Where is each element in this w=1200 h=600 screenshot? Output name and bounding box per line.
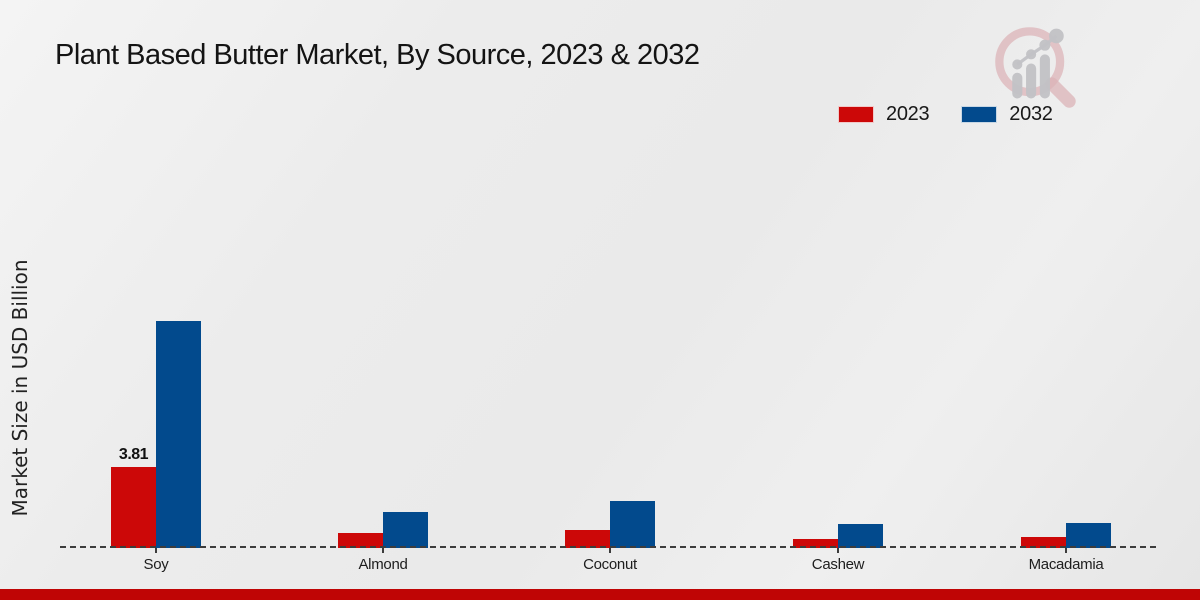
- bar-2023-soy: [111, 467, 156, 548]
- x-axis-label-coconut: Coconut: [583, 556, 637, 573]
- bar-value-label-2023-soy: 3.81: [118, 446, 149, 463]
- bar-2032-almond: [383, 512, 428, 548]
- legend-label-2023: 2023: [886, 103, 930, 125]
- legend-item-2023: 2023: [838, 103, 930, 126]
- bar-2023-almond: [338, 533, 383, 548]
- x-axis-label-soy: Soy: [143, 556, 169, 573]
- zero-baseline-dashed: [60, 546, 1158, 548]
- legend-swatch-2032: [961, 106, 998, 123]
- chart-title: Plant Based Butter Market, By Source, 20…: [55, 39, 700, 71]
- x-axis-tick: [382, 548, 384, 553]
- bar-2032-coconut: [610, 501, 655, 548]
- x-axis-label-almond: Almond: [358, 556, 408, 573]
- x-axis-label-cashew: Cashew: [811, 556, 865, 573]
- x-axis-tick: [837, 548, 839, 553]
- x-axis-tick: [1065, 548, 1067, 553]
- bar-2032-soy: [156, 321, 201, 548]
- bar-2023-coconut: [565, 530, 610, 548]
- bar-2032-macadamia: [1066, 523, 1111, 548]
- bar-2023-macadamia: [1021, 537, 1066, 548]
- magnifier-growth-chart-logo-icon: [995, 27, 1076, 108]
- x-axis-label-macadamia: Macadamia: [1028, 556, 1104, 573]
- legend-swatch-2023: [838, 106, 874, 123]
- legend-label-2032: 2032: [1009, 103, 1053, 125]
- bar-2032-cashew: [838, 524, 883, 548]
- x-axis-tick: [609, 548, 611, 553]
- legend: 2023 2032: [838, 103, 1053, 126]
- legend-item-2032: 2032: [961, 103, 1053, 126]
- x-axis-tick: [155, 548, 157, 553]
- footer-accent-bar: [0, 589, 1200, 600]
- bar-2023-cashew: [793, 539, 838, 548]
